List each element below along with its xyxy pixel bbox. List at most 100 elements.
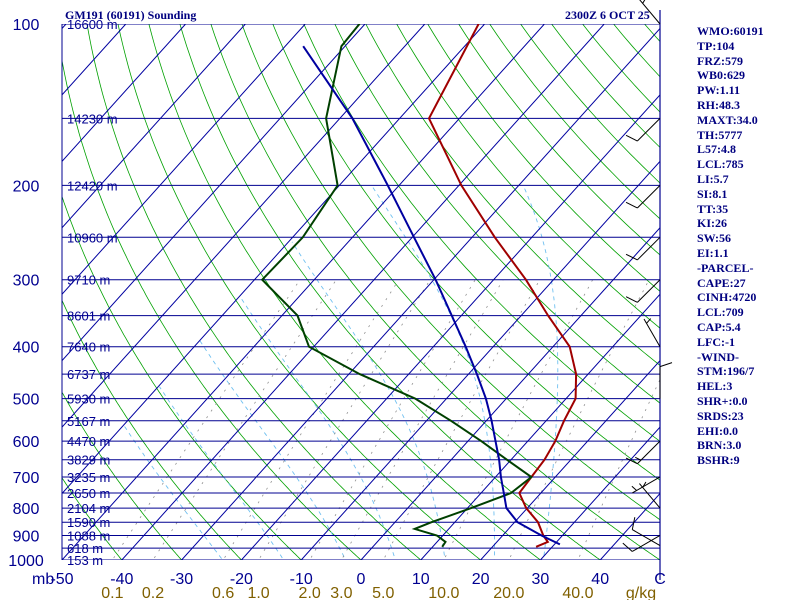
wind-barb-staff (637, 184, 661, 209)
isotherm (62, 24, 426, 428)
wind-barb (625, 184, 661, 209)
wind-barb-halfflag (642, 481, 647, 488)
wind-barbs (622, 0, 673, 552)
dry-adiabat (396, 24, 660, 329)
dry-adiabat (62, 299, 242, 560)
dry-adiabat (582, 24, 660, 113)
index-item: MAXT:34.0 (697, 112, 758, 127)
temp-tick-label: 30 (532, 571, 550, 588)
temp-tick-label: 10 (412, 571, 430, 588)
index-item: LFC:-1 (697, 334, 735, 349)
temp-tick-label: -30 (170, 571, 193, 588)
index-item: WMO:60191 (697, 24, 764, 38)
temp-tick-label: -20 (230, 571, 253, 588)
index-item: KI:26 (697, 216, 727, 231)
height-label: 3235 m (67, 470, 110, 485)
height-label: 5930 m (67, 392, 110, 407)
isotherm (62, 24, 246, 229)
mixing-ratio-label: 10.0 (428, 585, 459, 600)
pressure-tick-label: 600 (13, 434, 40, 451)
index-item: STM:196/7 (697, 364, 755, 379)
dry-adiabat (117, 24, 482, 560)
temp-tick-label: 20 (472, 571, 490, 588)
dry-adiabat (86, 24, 422, 560)
height-label: 4470 m (67, 434, 110, 449)
wind-barb-staff (632, 476, 661, 494)
height-label: 10960 m (67, 230, 118, 245)
wind-barb-flag (625, 296, 638, 303)
pressure-tick-label: 100 (13, 17, 40, 34)
index-item: BSHR:9 (697, 453, 740, 468)
height-label: 9710 m (67, 273, 110, 288)
height-label: 1088 m (67, 528, 110, 543)
isotherm (181, 27, 660, 560)
height-label: 2650 m (67, 486, 110, 501)
mixing-ratio-line (508, 279, 650, 560)
wind-barb-staff (632, 529, 661, 547)
wind-barb (631, 517, 661, 547)
wind-barb (625, 279, 661, 303)
index-item: CINH:4720 (697, 290, 757, 305)
mixing-ratio-line (443, 279, 594, 560)
dry-adiabat (148, 24, 542, 560)
index-item: -WIND- (697, 349, 739, 364)
wind-barb-halfflag (631, 485, 637, 491)
temp-tick-label: -40 (110, 571, 133, 588)
wind-barb-staff (643, 318, 661, 347)
dry-adiabat (303, 24, 660, 442)
pressure-tick-label: 800 (13, 501, 40, 518)
wind-barb-flag (631, 517, 636, 530)
chart-date: 2300Z 6 OCT 25 (565, 8, 650, 22)
index-item: SHR+:0.0 (697, 393, 748, 408)
mixing-ratio-label: 1.0 (247, 585, 269, 600)
wind-barb-staff (632, 535, 661, 552)
pressure-tick-label: 900 (13, 528, 40, 545)
index-item: TH:5777 (697, 127, 743, 142)
height-label: 14230 m (67, 111, 118, 126)
mixing-ratio-line (577, 378, 660, 560)
index-list: WMO:60191 TP:104 FRZ:579 WB0:629 PW:1.11 RH:4… (697, 24, 764, 468)
wind-barb-staff (637, 440, 661, 465)
dry-adiabat (272, 24, 660, 481)
pressure-unit-label: mb (32, 571, 54, 588)
moist-adiabat (159, 386, 285, 560)
isotherm (62, 24, 306, 295)
parcel-line (302, 45, 561, 546)
isotherm (121, 24, 605, 560)
moist-adiabat (291, 241, 446, 560)
index-item: EHI:0.0 (697, 423, 739, 438)
wind-barb-flag (625, 201, 638, 209)
dry-adiabat (62, 391, 183, 560)
wind-barb-staff (639, 0, 661, 25)
wind-barb (639, 481, 661, 509)
isotherm (241, 94, 660, 560)
height-label: 6737 m (67, 367, 110, 382)
background-lines (62, 24, 660, 560)
height-label: 618 m (67, 541, 103, 556)
pressure-tick-label: 1000 (8, 553, 44, 570)
wind-barb-staff (637, 279, 661, 303)
wind-barb-flag (625, 253, 638, 261)
wind-barb (639, 0, 661, 25)
dry-adiabat (179, 24, 601, 560)
dry-adiabat (365, 24, 660, 366)
temp-tick-label: -50 (50, 571, 73, 588)
height-label: 3829 m (67, 453, 110, 468)
wind-barb-halfflag (642, 0, 646, 4)
mixing-ratio-label: 20.0 (493, 585, 524, 600)
index-item: CAP:5.4 (697, 319, 741, 334)
isotherm (300, 160, 660, 560)
chart-title: GM191 (60191) Sounding (65, 8, 197, 22)
axes (61, 10, 661, 580)
wind-barb (643, 318, 661, 347)
index-item: EI:1.1 (697, 245, 729, 260)
mixing-ratio-line (152, 279, 337, 560)
dry-adiabat (210, 24, 660, 560)
sounding-series (260, 24, 578, 548)
pressure-tick-label: 700 (13, 470, 40, 487)
wind-barb-halfflag (635, 456, 642, 461)
moist-adiabat (371, 185, 495, 560)
index-item: L57:4.8 (697, 142, 736, 157)
wind-barb-staff (637, 236, 661, 261)
height-label: 2104 m (67, 501, 110, 516)
